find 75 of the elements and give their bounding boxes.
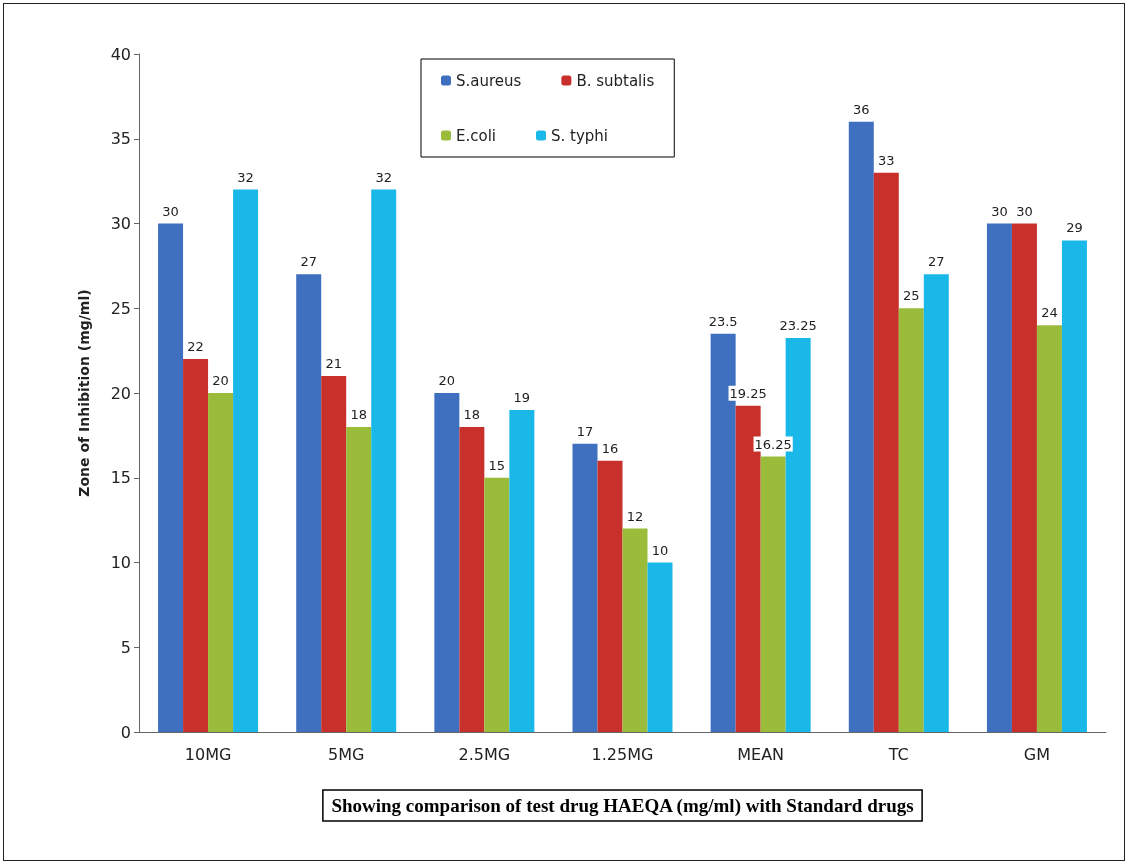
legend-label: S.aureus [456,71,522,90]
data-label: 25 [903,288,920,304]
y-tick-label: 5 [120,637,131,657]
y-tick-label: 30 [110,214,131,233]
data-label: 16 [601,440,619,456]
data-label: 15 [488,457,506,473]
bar [208,393,234,732]
legend-label: S. typhi [551,126,609,145]
bar [848,121,874,732]
bar [760,456,786,732]
x-tick-label: 5MG [328,744,365,764]
x-tick-label: MEAN [737,744,785,764]
data-label: 16.25 [754,436,792,452]
bar [296,274,322,732]
x-tick-label: 2.5MG [458,744,511,764]
bar [1036,325,1062,732]
data-label: 19.25 [729,385,767,401]
bar [484,477,510,732]
data-label: 33 [878,152,895,168]
data-label: 20 [212,373,229,388]
bar [434,393,460,732]
data-label: 18 [463,406,481,422]
bar [873,172,899,732]
data-label: 36 [853,101,870,117]
x-axis-title: Showing comparison of test drug HAEQA (mg/ml) with Standard drugs [331,795,914,817]
y-axis-title: Zone of Inhibition (mg/ml) [76,289,92,497]
data-label: 32 [237,169,254,185]
bar [459,426,485,732]
y-tick-label: 35 [110,129,131,149]
bar [158,223,184,732]
bar [898,308,924,732]
data-label: 32 [375,169,392,185]
bar [371,189,397,732]
data-label: 30 [991,203,1008,219]
x-tick-label: 10MG [184,744,232,764]
data-label: 24 [1041,305,1058,321]
legend-label: E.coli [456,126,497,145]
data-label: 27 [928,254,945,270]
bar [572,443,598,732]
y-tick-label: 15 [110,468,131,488]
bar [1061,240,1087,732]
bar [233,189,259,732]
x-tick-label: TC [887,744,909,764]
legend-label: B. subtalis [576,71,655,90]
data-label: 20 [438,373,456,388]
data-label: 22 [187,339,204,355]
y-tick-label: 10 [110,553,131,572]
bar [597,460,623,732]
data-label: 30 [162,203,179,219]
bar [923,274,949,732]
data-label: 17 [576,423,594,439]
y-tick-label: 0 [120,722,131,742]
bar [622,528,648,732]
data-label: 18 [350,406,367,422]
data-label: 19 [513,389,531,405]
bar [986,223,1012,732]
data-label: 30 [1016,203,1033,219]
bar [647,562,673,732]
data-label: 29 [1066,220,1083,236]
data-label: 27 [300,254,317,270]
bar [509,409,535,732]
x-tick-label: GM [1023,744,1051,764]
y-tick-label: 20 [110,383,131,403]
data-label: 23.5 [708,313,738,329]
x-tick-label: 1.25MG [591,744,654,764]
data-label: 12 [626,508,644,524]
y-tick-label: 25 [110,298,131,318]
data-label: 21 [325,356,342,372]
bar [321,376,347,732]
data-label: 23.25 [779,317,817,333]
data-label: 10 [651,542,669,558]
bar [1011,223,1037,732]
bar [346,426,372,732]
bar [183,359,209,732]
y-tick-label: 40 [110,44,131,64]
